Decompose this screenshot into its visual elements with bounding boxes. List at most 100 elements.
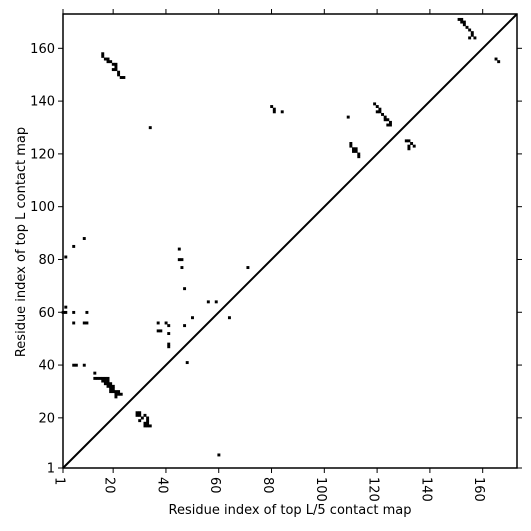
contact-point [167, 342, 171, 346]
contact-point [407, 147, 411, 151]
contact-point [468, 28, 472, 32]
contact-point [354, 147, 358, 151]
contact-point [280, 110, 284, 114]
contact-point [468, 36, 472, 40]
contact-point [404, 139, 408, 143]
contact-point [460, 17, 464, 21]
contact-point [85, 310, 89, 314]
contact-point [246, 266, 250, 270]
contact-point [164, 321, 168, 325]
contact-point [167, 324, 171, 328]
contact-point [117, 392, 121, 396]
contact-point [470, 33, 474, 37]
contact-point [460, 20, 464, 24]
y-tick-label: 140 [30, 95, 55, 110]
contact-point [72, 363, 76, 367]
contact-point [111, 62, 115, 66]
contact-point [106, 376, 110, 380]
contact-point [349, 142, 353, 145]
contact-point [146, 421, 150, 425]
contact-point [101, 379, 105, 383]
contact-point [138, 419, 142, 423]
contact-point [138, 413, 142, 417]
contact-point [143, 413, 147, 417]
contact-point [109, 384, 113, 388]
contact-point [462, 23, 466, 27]
contact-point [103, 382, 107, 386]
contact-point [106, 384, 110, 388]
contact-point [191, 316, 194, 320]
contact-point [375, 105, 379, 109]
contact-point [111, 387, 115, 391]
x-tick-label: 60 [207, 477, 222, 494]
contact-point [111, 68, 115, 72]
x-axis-label: Residue index of top L/5 contact map [169, 503, 412, 518]
contact-point [101, 52, 105, 56]
y-tick-label: 1 [47, 462, 55, 477]
contact-point [349, 144, 353, 148]
plot-area [62, 13, 518, 469]
contact-point [111, 384, 115, 388]
x-tick-label: 20 [102, 477, 117, 494]
y-tick-label: 60 [38, 306, 55, 321]
contact-point [101, 54, 105, 58]
contact-point [407, 139, 411, 143]
contact-point [103, 379, 107, 383]
x-axis-ticks: 1 20 40 60 80 100 120 140 160 [52, 9, 486, 502]
contact-point [135, 413, 139, 417]
contact-point [383, 115, 387, 119]
contact-point [106, 57, 110, 61]
contact-point [183, 287, 187, 291]
x-tick-label: 1 [52, 477, 67, 485]
contact-point [114, 62, 118, 66]
contact-point [117, 73, 121, 77]
contact-point [167, 345, 171, 349]
contact-point [388, 120, 392, 124]
contact-point [106, 382, 110, 386]
y-axis-label: Residue index of top L contact map [14, 127, 29, 357]
contact-point [227, 316, 231, 320]
contact-point [148, 424, 152, 428]
contact-point [180, 258, 184, 262]
contact-point [114, 395, 118, 399]
contact-point [106, 60, 110, 64]
contact-point [388, 123, 392, 127]
contact-point [214, 300, 218, 304]
contact-point [177, 247, 181, 251]
contact-point [64, 305, 68, 309]
contact-point [272, 107, 276, 111]
contact-point [140, 416, 144, 420]
y-tick-label: 100 [30, 200, 55, 215]
contact-point [103, 57, 107, 61]
contact-point [82, 321, 86, 325]
diagonal-line [62, 13, 518, 469]
contact-point [177, 258, 181, 262]
contact-point [101, 376, 105, 380]
y-tick-label: 20 [38, 411, 55, 426]
contact-point [114, 392, 118, 396]
contact-point [95, 376, 99, 380]
contact-point [352, 147, 355, 151]
contact-point [357, 152, 361, 156]
contact-point [117, 70, 121, 74]
contact-point [206, 300, 210, 304]
contact-point [272, 110, 276, 114]
contact-point [410, 142, 414, 145]
contact-point [117, 390, 121, 394]
contact-point [109, 390, 113, 394]
contact-point [119, 392, 123, 396]
contact-point [72, 244, 76, 248]
contact-point [109, 382, 113, 386]
x-tick-label: 80 [260, 477, 275, 494]
contact-point [412, 144, 416, 148]
contact-point [135, 411, 139, 415]
contact-point [103, 376, 107, 380]
contact-point [106, 379, 110, 383]
x-tick-label: 140 [418, 477, 433, 502]
contact-point [98, 376, 102, 380]
y-tick-label: 160 [30, 42, 55, 57]
data-points [61, 17, 501, 457]
contact-point [72, 321, 76, 325]
